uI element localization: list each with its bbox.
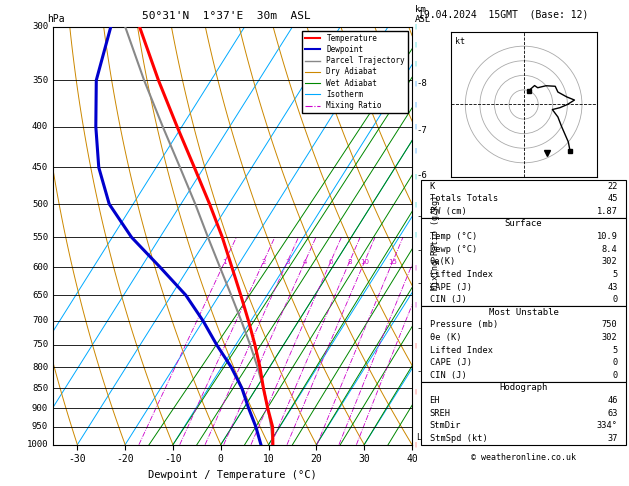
Text: CIN (J): CIN (J) <box>430 295 466 304</box>
Text: |: | <box>414 231 416 237</box>
Bar <box>421 382 626 445</box>
Text: Lifted Index: Lifted Index <box>430 270 493 279</box>
Text: Surface: Surface <box>505 220 542 228</box>
Text: |: | <box>414 24 416 30</box>
Text: 6: 6 <box>328 259 333 264</box>
Text: CIN (J): CIN (J) <box>430 371 466 380</box>
Text: |: | <box>414 264 416 270</box>
Text: 50°31'N  1°37'E  30m  ASL: 50°31'N 1°37'E 30m ASL <box>142 11 311 21</box>
Text: LCL: LCL <box>416 433 431 442</box>
Text: Totals Totals: Totals Totals <box>430 194 498 203</box>
Text: |: | <box>414 388 416 394</box>
Bar <box>421 306 626 382</box>
Text: θe(K): θe(K) <box>430 257 456 266</box>
Text: 15: 15 <box>388 259 397 264</box>
Text: |: | <box>414 42 416 47</box>
Text: 8.4: 8.4 <box>602 244 618 254</box>
Text: 400: 400 <box>32 122 48 131</box>
Bar <box>421 180 626 218</box>
Text: 500: 500 <box>32 200 48 208</box>
Text: 350: 350 <box>32 76 48 85</box>
Text: 550: 550 <box>32 233 48 242</box>
Text: -2: -2 <box>416 324 427 333</box>
Text: -1: -1 <box>416 367 427 376</box>
Text: |: | <box>414 301 416 307</box>
Text: 46: 46 <box>607 396 618 405</box>
Text: 2: 2 <box>261 259 265 264</box>
Text: StmSpd (kt): StmSpd (kt) <box>430 434 487 443</box>
Text: θe (K): θe (K) <box>430 333 461 342</box>
Text: 5: 5 <box>613 346 618 355</box>
Text: K: K <box>430 182 435 191</box>
Text: 5: 5 <box>613 270 618 279</box>
Text: 334°: 334° <box>597 421 618 430</box>
Text: 45: 45 <box>607 194 618 203</box>
Text: SREH: SREH <box>430 409 450 417</box>
Text: |: | <box>414 442 416 448</box>
Text: 750: 750 <box>32 340 48 349</box>
Text: 450: 450 <box>32 163 48 172</box>
Text: 302: 302 <box>602 257 618 266</box>
X-axis label: Dewpoint / Temperature (°C): Dewpoint / Temperature (°C) <box>148 470 317 480</box>
Text: -8: -8 <box>416 79 427 87</box>
Text: PW (cm): PW (cm) <box>430 207 466 216</box>
Text: EH: EH <box>430 396 440 405</box>
Text: 63: 63 <box>607 409 618 417</box>
Text: 1: 1 <box>223 259 227 264</box>
Text: |: | <box>414 61 416 66</box>
Text: Temp (°C): Temp (°C) <box>430 232 477 241</box>
Text: 0: 0 <box>613 371 618 380</box>
Text: |: | <box>414 102 416 107</box>
Text: 1000: 1000 <box>26 440 48 449</box>
Text: 4: 4 <box>303 259 307 264</box>
Legend: Temperature, Dewpoint, Parcel Trajectory, Dry Adiabat, Wet Adiabat, Isotherm, Mi: Temperature, Dewpoint, Parcel Trajectory… <box>302 31 408 113</box>
Text: hPa: hPa <box>47 14 65 24</box>
Text: |: | <box>414 148 416 153</box>
Text: 1.87: 1.87 <box>597 207 618 216</box>
Text: 43: 43 <box>607 282 618 292</box>
Text: CAPE (J): CAPE (J) <box>430 282 472 292</box>
Text: 650: 650 <box>32 291 48 300</box>
Text: -5: -5 <box>416 212 427 221</box>
Text: |: | <box>414 124 416 129</box>
Text: km
ASL: km ASL <box>415 5 431 24</box>
Text: 10.9: 10.9 <box>597 232 618 241</box>
Text: 19.04.2024  15GMT  (Base: 12): 19.04.2024 15GMT (Base: 12) <box>418 9 589 19</box>
Text: Hodograph: Hodograph <box>499 383 548 392</box>
Text: 8: 8 <box>347 259 352 264</box>
Text: StmDir: StmDir <box>430 421 461 430</box>
Text: 3: 3 <box>285 259 290 264</box>
Text: |: | <box>414 174 416 179</box>
Text: -6: -6 <box>416 171 427 180</box>
Text: © weatheronline.co.uk: © weatheronline.co.uk <box>471 452 576 462</box>
Text: -7: -7 <box>416 126 427 136</box>
Text: 800: 800 <box>32 363 48 372</box>
Text: |: | <box>414 201 416 207</box>
Text: Mixing Ratio (g/kg): Mixing Ratio (g/kg) <box>431 195 440 291</box>
Text: 0: 0 <box>613 358 618 367</box>
Text: |: | <box>414 80 416 86</box>
Text: Lifted Index: Lifted Index <box>430 346 493 355</box>
Text: 302: 302 <box>602 333 618 342</box>
Text: 900: 900 <box>32 403 48 413</box>
Text: Dewp (°C): Dewp (°C) <box>430 244 477 254</box>
Text: kt: kt <box>455 37 465 47</box>
Text: -4: -4 <box>416 246 427 255</box>
Text: 37: 37 <box>607 434 618 443</box>
Text: 22: 22 <box>607 182 618 191</box>
Text: |: | <box>414 342 416 347</box>
Text: 950: 950 <box>32 422 48 432</box>
Text: 600: 600 <box>32 263 48 272</box>
Text: -3: -3 <box>416 278 427 288</box>
Text: 750: 750 <box>602 320 618 330</box>
Text: 300: 300 <box>32 22 48 31</box>
Bar <box>421 218 626 306</box>
Text: 10: 10 <box>360 259 369 264</box>
Text: 0: 0 <box>613 295 618 304</box>
Text: Pressure (mb): Pressure (mb) <box>430 320 498 330</box>
Text: CAPE (J): CAPE (J) <box>430 358 472 367</box>
Text: 850: 850 <box>32 384 48 393</box>
Text: 700: 700 <box>32 316 48 325</box>
Text: Most Unstable: Most Unstable <box>489 308 559 317</box>
